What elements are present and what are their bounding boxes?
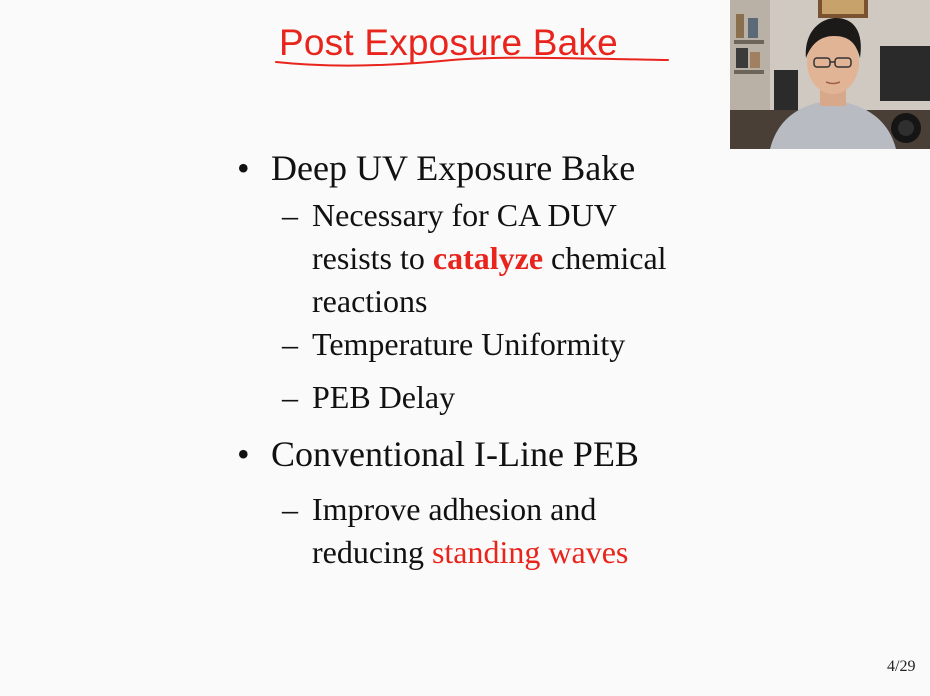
sub-bullet-line: Necessary for CA DUV — [312, 197, 617, 233]
highlight-standing-waves: standing waves — [431, 534, 629, 570]
sub-bullet-line-part: resists to — [312, 240, 433, 276]
sub-bullet-line: Temperature Uniformity — [312, 326, 626, 362]
sub-bullet-improve-line2: reducing standing waves — [312, 536, 628, 568]
sub-bullet-temperature: – Temperature Uniformity — [282, 326, 626, 362]
bullet-marker: • — [237, 148, 250, 188]
bullet-deep-uv: • Deep UV Exposure Bake — [237, 148, 636, 188]
sub-bullet-line-part: chemical — [543, 240, 667, 276]
dash-marker: – — [282, 197, 298, 233]
dash-marker: – — [282, 491, 298, 527]
sub-bullet-necessary-line3: reactions — [312, 285, 428, 317]
dash-marker: – — [282, 379, 298, 415]
bullet-marker: • — [237, 434, 250, 474]
title-underline-annotation — [275, 56, 669, 67]
presenter-webcam-video — [730, 0, 930, 149]
bullet-conventional: • Conventional I-Line PEB — [237, 434, 639, 474]
sub-bullet-improve: – Improve adhesion and — [282, 491, 597, 527]
page-number: 4/29 — [887, 658, 916, 675]
sub-bullet-necessary-line2: resists to catalyze chemical — [312, 242, 667, 274]
dash-marker: – — [282, 326, 298, 362]
slide-title: Post Exposure Bake — [279, 22, 618, 63]
sub-bullet-line: Improve adhesion and — [312, 491, 597, 527]
sub-bullet-necessary: – Necessary for CA DUV — [282, 197, 617, 233]
sub-bullet-peb-delay: – PEB Delay — [282, 379, 456, 415]
bullet-text: Conventional I-Line PEB — [271, 434, 639, 474]
sub-bullet-line: PEB Delay — [312, 379, 456, 415]
highlight-catalyze: catalyze — [432, 240, 544, 276]
bullet-text: Deep UV Exposure Bake — [271, 148, 636, 188]
sub-bullet-line-part: reducing — [312, 534, 432, 570]
sub-bullet-line: reactions — [312, 283, 428, 319]
presenter-video-frame — [730, 0, 930, 149]
